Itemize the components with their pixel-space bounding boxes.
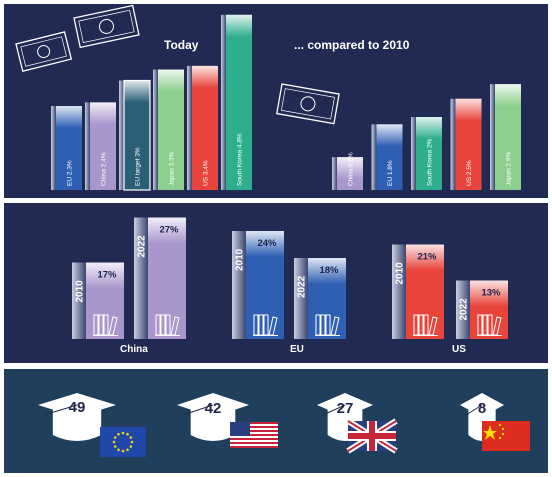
cap-group (38, 393, 530, 457)
eu-2022-bar: 2022 18% (294, 258, 346, 339)
group-label-china: China (120, 344, 148, 355)
banknote-icon (15, 31, 73, 72)
rd-bar-chart: EU 2.3% China 2.4% EU target 3% Japan 3.3% U… (15, 4, 521, 191)
books-icon (155, 314, 180, 336)
group-label-eu: EU (290, 344, 304, 355)
us-flag (230, 422, 278, 448)
cap-number-china: 8 (477, 400, 487, 417)
panel-publication-share: 2010 17% 2022 27% 2010 24% 2022 18% 2010 21% 2022 1… (4, 203, 548, 363)
compared-2010-title: ... compared to 2010 (294, 38, 410, 52)
books-icon (93, 314, 118, 336)
group-label-us: US (452, 344, 466, 355)
today-bar-label: EU 2.3% (67, 160, 74, 186)
y2010-bar-label: China 0.9% (348, 152, 355, 186)
today-bar: China 2.4% (85, 102, 116, 190)
banknote-icon (73, 4, 140, 49)
year-label: 2010 (395, 262, 406, 285)
panel-top-universities: 49 42 27 8 (4, 369, 548, 473)
today-bar-label: South Korea 4.8% (237, 133, 244, 186)
books-icon (413, 314, 438, 336)
percent-label: 27% (159, 225, 179, 236)
percent-label: 18% (319, 265, 339, 276)
y2010-bar: Japan 2.9% (490, 84, 521, 190)
china-flag (482, 421, 530, 451)
today-bar-label: Japan 3.3% (169, 151, 176, 186)
today-bar-label: EU target 3% (135, 147, 142, 186)
y2010-bar: EU 1.8% (371, 124, 403, 190)
y2010-bar-label: Japan 2.9% (506, 151, 513, 186)
china-2010-bar: 2010 17% (72, 262, 124, 339)
percent-label: 13% (481, 288, 501, 299)
today-bar-label: US 3.4% (203, 160, 210, 186)
year-label: 2010 (75, 280, 86, 303)
graduation-cap-chart (38, 393, 530, 457)
eu-flag (100, 427, 146, 457)
today-bar: South Korea 4.8% (221, 14, 252, 190)
bar-group: 2010 17% 2022 27% 2010 24% 2022 18% 2010 21% 2022 1… (72, 217, 508, 339)
y2010-bar-label: South Korea 2% (427, 138, 434, 186)
bar-group: EU 2.3% China 2.4% EU target 3% Japan 3.3% U… (51, 14, 521, 191)
today-bar: EU 2.3% (51, 106, 82, 190)
today-bar: Japan 3.3% (153, 69, 184, 190)
today-title: Today (164, 38, 199, 52)
eu-2010-bar: 2010 24% (232, 231, 284, 339)
banknote-icon (276, 83, 340, 125)
today-bar: EU target 3% (119, 79, 151, 191)
year-label: 2022 (137, 235, 148, 258)
year-label: 2022 (297, 275, 308, 298)
graduation-cap-icon (177, 393, 249, 441)
today-bar: US 3.4% (187, 65, 218, 190)
uk-flag (346, 418, 398, 454)
publication-bar-chart: 2010 17% 2022 27% 2010 24% 2022 18% 2010 21% 2022 1… (72, 217, 508, 339)
percent-label: 21% (417, 252, 437, 263)
y2010-bar: US 2.5% (450, 98, 482, 190)
books-icon (253, 314, 278, 336)
y2010-bar-label: US 2.5% (466, 160, 473, 186)
percent-label: 24% (257, 238, 277, 249)
cap-number-uk: 27 (336, 400, 354, 417)
us-2022-bar: 2022 13% (456, 280, 508, 339)
year-label: 2010 (235, 248, 246, 271)
cap-number-eu: 49 (68, 399, 86, 416)
us-2010-bar: 2010 21% (392, 244, 444, 339)
cap-number-us: 42 (204, 400, 222, 417)
books-icon (477, 314, 502, 336)
y2010-bar: China 0.9% (332, 152, 363, 190)
year-label: 2022 (459, 298, 470, 321)
china-2022-bar: 2022 27% (134, 217, 186, 339)
books-icon (315, 314, 340, 336)
today-bar-label: China 2.4% (101, 152, 108, 186)
percent-label: 17% (97, 270, 117, 281)
graduation-cap-icon (38, 393, 116, 441)
y2010-bar: South Korea 2% (411, 117, 442, 190)
panel-rd-spending: Today ... compared to 2010 (4, 4, 548, 198)
y2010-bar-label: EU 1.8% (387, 160, 394, 186)
